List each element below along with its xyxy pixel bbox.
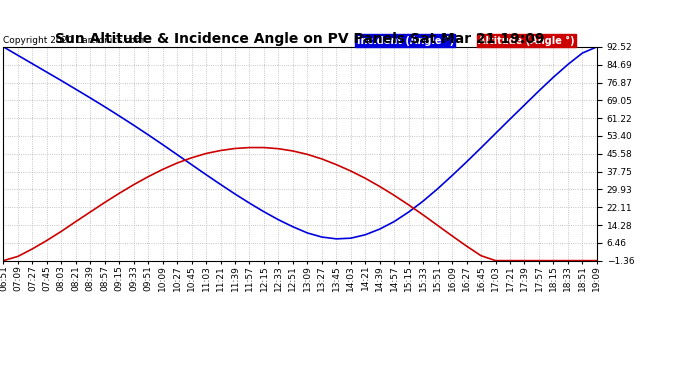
Text: Copyright 2020 Cartronics.com: Copyright 2020 Cartronics.com	[3, 36, 145, 45]
Text: Altitude (Angle °): Altitude (Angle °)	[478, 36, 575, 46]
Title: Sun Altitude & Incidence Angle on PV Panels Sat Mar 21 19:09: Sun Altitude & Incidence Angle on PV Pan…	[55, 32, 545, 46]
Text: Incident (Angle °): Incident (Angle °)	[357, 36, 454, 46]
